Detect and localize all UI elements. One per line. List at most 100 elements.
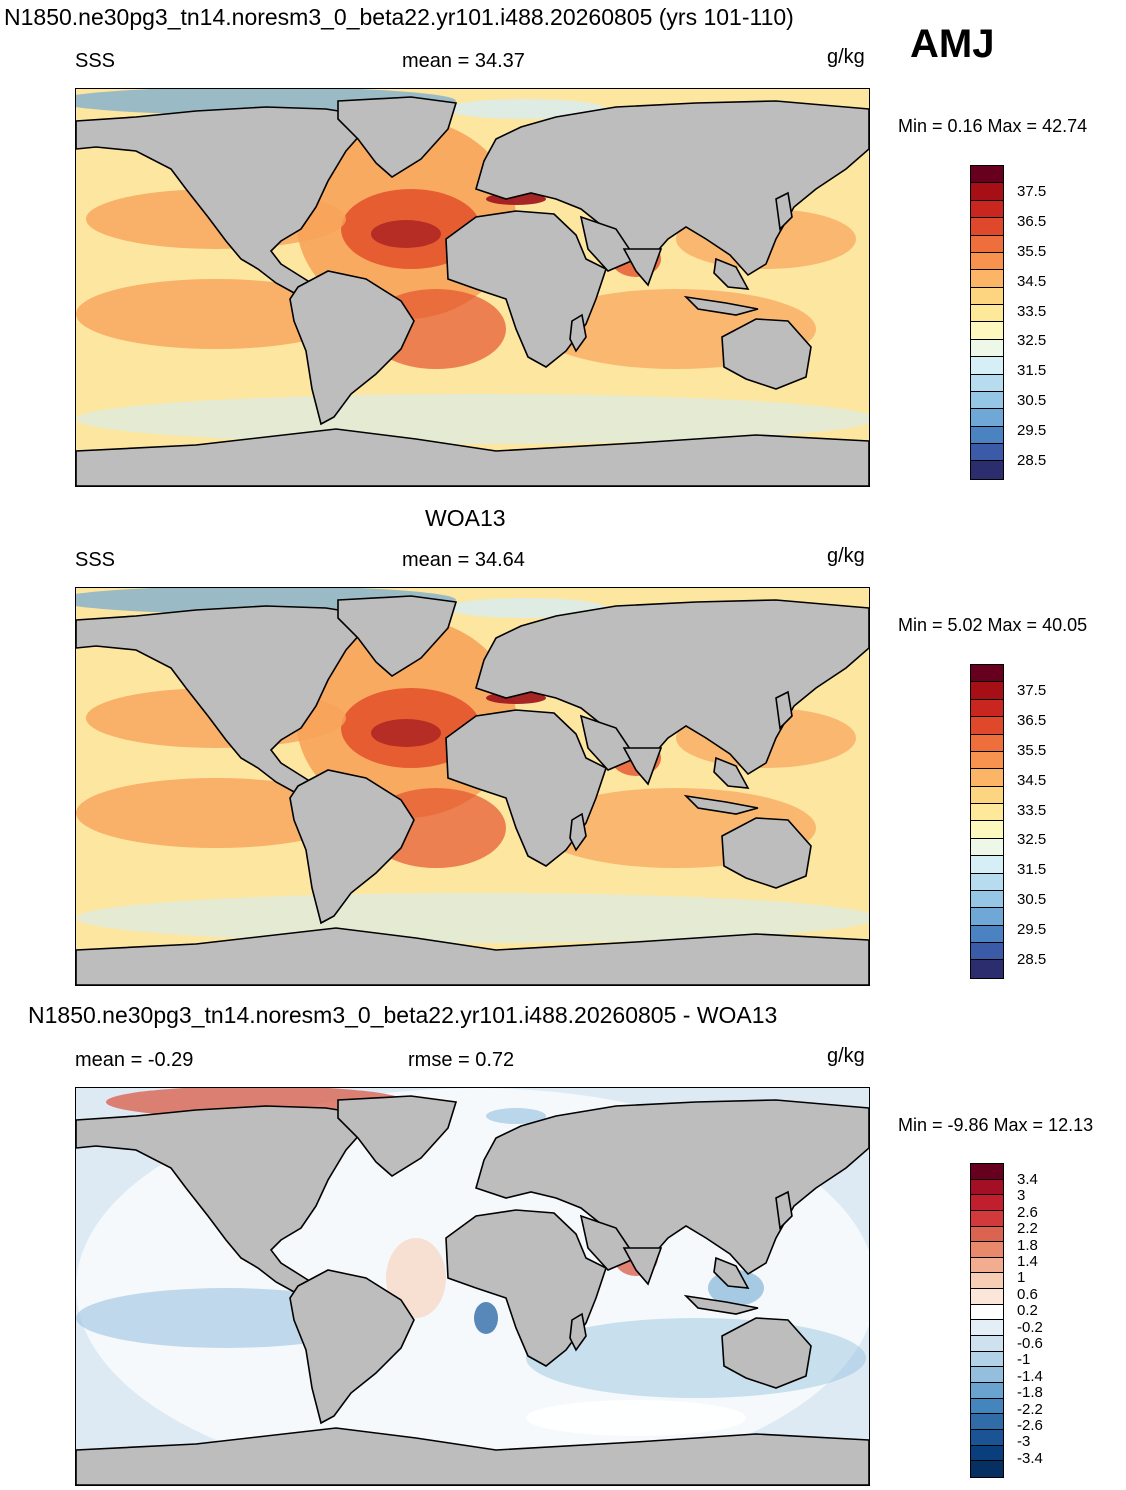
colorbar-tick-label: 34.5	[1017, 771, 1047, 789]
panel-model-units: g/kg	[827, 46, 865, 68]
colorbar-cell	[971, 734, 1003, 752]
colorbar-cell	[971, 1367, 1003, 1383]
colorbar-tick-label: 1	[1017, 1269, 1026, 1287]
landmass	[721, 817, 812, 889]
map-obs-canvas	[76, 588, 869, 985]
colorbar-tick-label: 36.5	[1017, 712, 1047, 730]
landmass	[713, 1256, 750, 1289]
landmass	[475, 599, 869, 776]
landmass	[713, 257, 750, 290]
colorbar-tick-label: 0.2	[1017, 1302, 1038, 1320]
landmass	[622, 248, 663, 287]
colorbar-cell	[971, 786, 1003, 804]
colorbar-tick-label: 33.5	[1017, 302, 1047, 320]
colorbar-cell	[971, 200, 1003, 219]
colorbar-cell	[971, 1195, 1003, 1211]
land-masses	[76, 1095, 869, 1485]
panel-diff-units: g/kg	[827, 1045, 865, 1067]
panel-obs-title: WOA13	[425, 505, 506, 531]
colorbar-cell	[971, 218, 1003, 236]
landmass	[775, 690, 793, 730]
colorbar-cell	[971, 751, 1003, 770]
colorbar-tick-label: 33.5	[1017, 801, 1047, 819]
landmass	[775, 1190, 793, 1230]
colorbar-tick-label: -0.6	[1017, 1335, 1043, 1352]
colorbar-tick-label: 31.5	[1017, 861, 1047, 879]
landmass	[289, 270, 415, 426]
landmass	[683, 295, 759, 316]
panel-obs-mean: mean = 34.64	[402, 549, 525, 571]
colorbar-cell	[971, 1304, 1003, 1321]
colorbar-tick-label: 2.2	[1017, 1220, 1038, 1238]
colorbar-cell	[971, 804, 1003, 822]
colorbar-cell	[971, 1289, 1003, 1305]
colorbar-tick-label: 34.5	[1017, 272, 1047, 290]
colorbar-tick-label: -1.4	[1017, 1367, 1043, 1385]
colorbar-tick-label: -2.6	[1017, 1417, 1043, 1434]
landmass	[622, 747, 663, 786]
panel-model-mean: mean = 34.37	[402, 50, 525, 72]
landmass	[721, 1317, 812, 1389]
colorbar-tick-label: 31.5	[1017, 362, 1047, 380]
colorbar-cell	[971, 270, 1003, 288]
map-model-canvas	[76, 89, 869, 486]
land-masses	[76, 96, 869, 486]
landmass	[445, 709, 607, 867]
panel-obs-variable: SSS	[75, 549, 116, 571]
colorbar-cell	[971, 252, 1003, 271]
colorbar-cell	[971, 235, 1003, 253]
colorbar-tick-label: -3	[1017, 1433, 1031, 1451]
colorbar-cell	[971, 305, 1003, 323]
colorbar-tick-label: 28.5	[1017, 950, 1047, 968]
colorbar-cell	[971, 461, 1003, 479]
landmass	[337, 1095, 458, 1177]
colorbar-tick-label: 28.5	[1017, 451, 1047, 469]
colorbar-cell	[971, 1461, 1003, 1477]
colorbar-tick-label: 32.5	[1017, 332, 1047, 350]
colorbar-cell	[971, 322, 1003, 340]
colorbar-cell	[971, 444, 1003, 462]
page-title: N1850.ne30pg3_tn14.noresm3_0_beta22.yr10…	[4, 4, 794, 30]
colorbar-cell	[971, 960, 1003, 978]
panel-diff-minmax: Min = -9.86 Max = 12.13	[898, 1115, 1094, 1135]
colorbar-cell	[971, 166, 1003, 184]
landmass	[475, 1099, 869, 1276]
colorbar-tick-label: 3	[1017, 1187, 1026, 1205]
panel-model-minmax: Min = 0.16 Max = 42.74	[898, 116, 1088, 136]
colorbar-tick-label: 30.5	[1017, 890, 1047, 908]
landmass	[76, 428, 869, 486]
landmass	[579, 1214, 638, 1271]
colorbar-cell	[971, 665, 1003, 683]
colorbar-cell	[971, 1164, 1003, 1180]
colorbar-cell	[971, 1273, 1003, 1290]
landmass	[683, 1294, 759, 1315]
landmass	[579, 714, 638, 771]
colorbar-cell	[971, 873, 1003, 891]
colorbar-cell	[971, 1445, 1003, 1462]
colorbar-cell	[971, 699, 1003, 718]
colorbar-cell	[971, 838, 1003, 857]
colorbar-cell	[971, 943, 1003, 961]
colorbar-cell	[971, 1398, 1003, 1415]
colorbar-tick-label: -0.2	[1017, 1318, 1043, 1336]
colorbar-tick-label: 29.5	[1017, 920, 1047, 938]
landmass	[445, 1209, 607, 1367]
landmass	[569, 812, 587, 852]
colorbar-model	[970, 165, 1004, 480]
colorbar-tick-label: 32.5	[1017, 831, 1047, 849]
colorbar-cell	[971, 856, 1003, 874]
colorbar-cell	[971, 426, 1003, 444]
map-obs-sss	[75, 587, 870, 986]
colorbar-tick-label: 35.5	[1017, 242, 1047, 260]
colorbar-tick-label: -1.8	[1017, 1384, 1043, 1402]
colorbar-tick-label: -1	[1017, 1351, 1031, 1369]
colorbar-tick-label: 37.5	[1017, 183, 1047, 201]
landmass	[721, 318, 812, 390]
colorbar-tick-label: 2.6	[1017, 1203, 1038, 1221]
landmass	[775, 191, 793, 231]
panel-diff-rmse: rmse = 0.72	[408, 1049, 515, 1071]
colorbar-cell	[971, 374, 1003, 392]
land-masses	[76, 595, 869, 985]
colorbar-diff	[970, 1163, 1004, 1478]
landmass	[713, 756, 750, 789]
